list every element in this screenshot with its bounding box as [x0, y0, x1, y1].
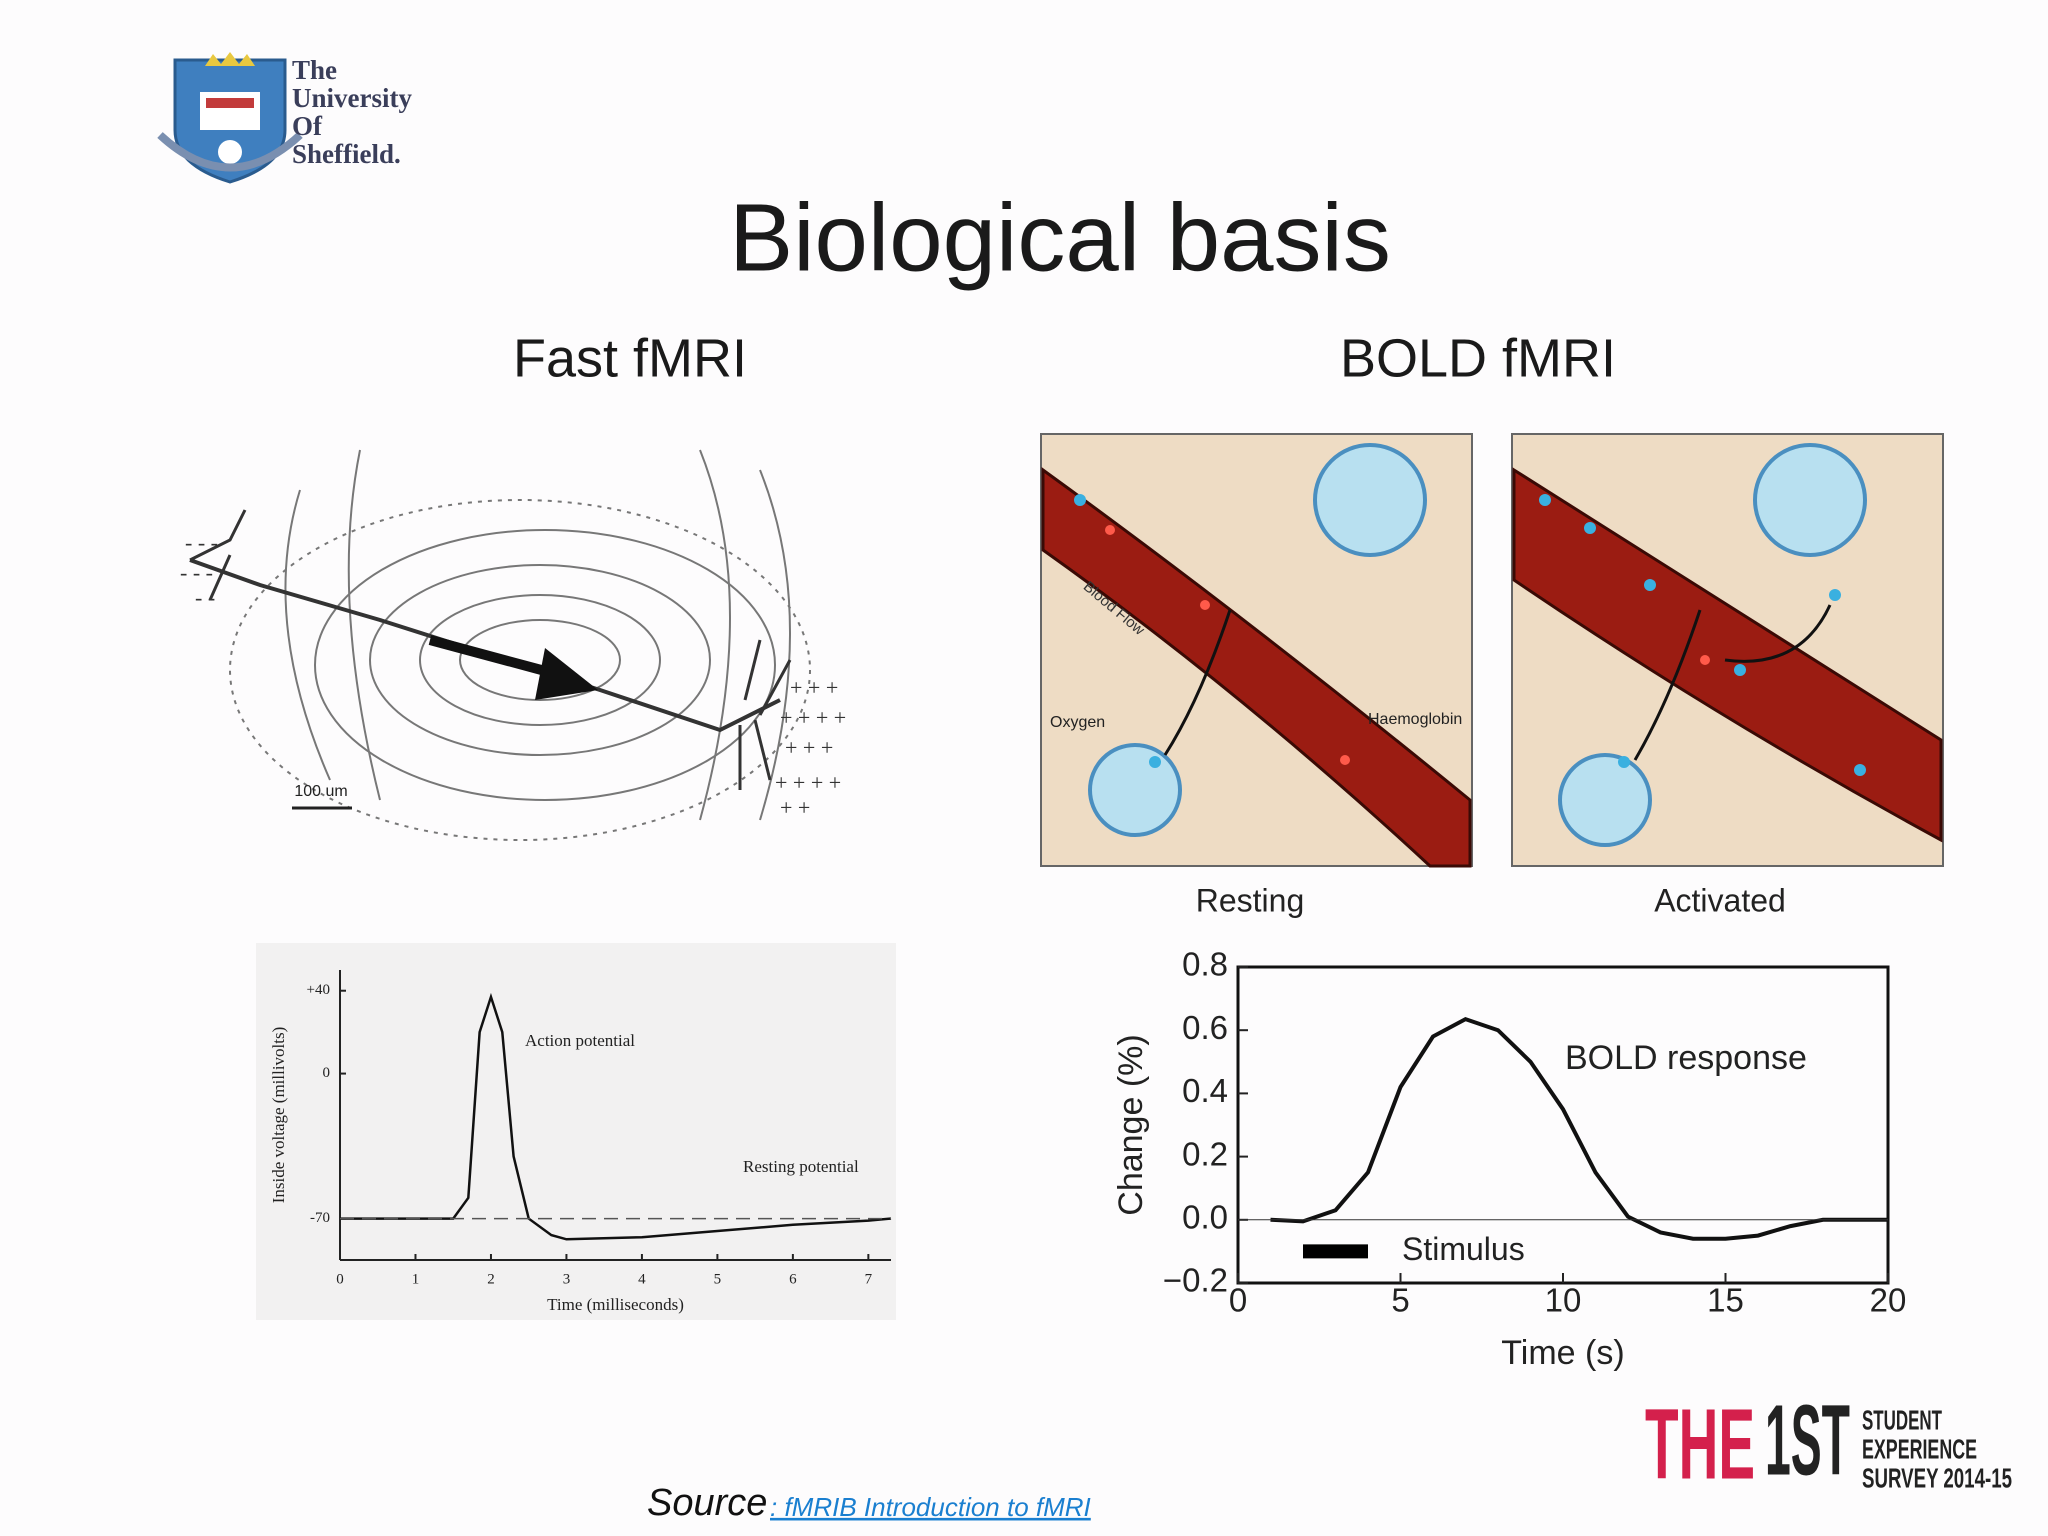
neuron-figure: + + ++ + + ++ + ++ + + ++ + - - -- - -- …	[180, 449, 846, 841]
x-tick-label: 1	[412, 1271, 420, 1287]
column-heading: BOLD fMRI	[1340, 328, 1616, 388]
svg-text:+ + + +: + + + +	[780, 705, 846, 730]
badge-big: 1ST	[1765, 1384, 1850, 1496]
svg-text:- -: - -	[195, 585, 215, 610]
university-logo	[157, 52, 303, 184]
svg-text:+ +: + +	[780, 795, 810, 820]
annotation: Resting potential	[743, 1157, 859, 1176]
y-tick-label: 0.2	[1182, 1135, 1228, 1172]
x-tick-label: 2	[487, 1271, 495, 1287]
x-tick-label: 6	[789, 1271, 797, 1287]
scale-label: 100 um	[294, 783, 347, 800]
badge-small: SURVEY 2014-15	[1862, 1462, 2012, 1493]
y-tick-label: 0.4	[1182, 1072, 1228, 1109]
source-link[interactable]: : fMRIB Introduction to fMRI	[770, 1492, 1091, 1522]
chart-panel	[256, 943, 896, 1320]
logo-text: Sheffield.	[292, 139, 401, 169]
source-label: Source	[647, 1482, 767, 1524]
svg-text:- - -: - - -	[180, 560, 213, 585]
plot-frame	[1236, 965, 1890, 1285]
y-tick-label: 0.0	[1182, 1199, 1228, 1236]
y-tick-label: -70	[310, 1210, 330, 1226]
x-tick-label: 15	[1707, 1282, 1744, 1319]
badge-small: STUDENT	[1862, 1404, 1942, 1435]
x-tick-label: 20	[1870, 1282, 1907, 1319]
badge-big: THE	[1645, 1388, 1755, 1500]
y-axis-label: Change (%)	[1112, 1034, 1150, 1215]
y-tick-label: −0.2	[1163, 1262, 1228, 1299]
bold-panel-resting	[1040, 433, 1473, 868]
x-tick-label: 3	[563, 1271, 571, 1287]
svg-text:- - -: - - -	[185, 530, 218, 555]
y-tick-label: 0	[323, 1065, 331, 1081]
panel-label: Haemoglobin	[1368, 711, 1462, 728]
action-potential-chart: 0 1 2 3 4 5 6 7 +40 0 -70 Time (milliseconds) Inside…	[269, 970, 892, 1314]
stimulus-label: Stimulus	[1402, 1231, 1525, 1267]
slide-title: Biological basis	[729, 184, 1391, 291]
badge-small: EXPERIENCE	[1862, 1433, 1977, 1464]
data-line	[1270, 1016, 1888, 1241]
y-tick-label: 0.8	[1182, 946, 1228, 983]
panel-caption: Activated	[1654, 882, 1786, 918]
x-tick-label: 7	[865, 1271, 873, 1287]
data-line	[340, 992, 892, 1241]
x-tick-label: 0	[336, 1271, 344, 1287]
annotation: BOLD response	[1565, 1039, 1807, 1077]
svg-text:+ + +: + + +	[790, 675, 838, 700]
y-axis-label: Inside voltage (millivolts)	[269, 1027, 288, 1204]
annotation: Action potential	[525, 1031, 635, 1050]
svg-text:+ + + +: + + + +	[775, 770, 841, 795]
bold-panel-activated	[1511, 433, 1944, 867]
logo-text: The	[292, 55, 337, 85]
logo-text: University	[292, 83, 412, 113]
x-tick-label: 5	[1391, 1282, 1409, 1319]
svg-text:+ + +: + + +	[785, 735, 833, 760]
x-tick-label: 10	[1545, 1282, 1582, 1319]
y-tick-label: +40	[307, 982, 330, 998]
logo-text: Of	[292, 111, 323, 141]
x-tick-label: 5	[714, 1271, 722, 1287]
y-tick-label: 0.6	[1182, 1009, 1228, 1046]
x-axis-label: Time (milliseconds)	[547, 1295, 684, 1314]
x-tick-label: 0	[1229, 1282, 1247, 1319]
x-tick-label: 4	[638, 1271, 646, 1287]
bold-chart: 0 5 10 15 20 0.8 0.6 0.4 0.2 0.0 −0.2 Time (s) Chang…	[1112, 946, 1906, 1372]
x-axis-label: Time (s)	[1501, 1334, 1624, 1372]
column-heading: Fast fMRI	[513, 328, 747, 388]
panel-caption: Resting	[1196, 882, 1305, 918]
panel-label: Oxygen	[1050, 714, 1105, 731]
